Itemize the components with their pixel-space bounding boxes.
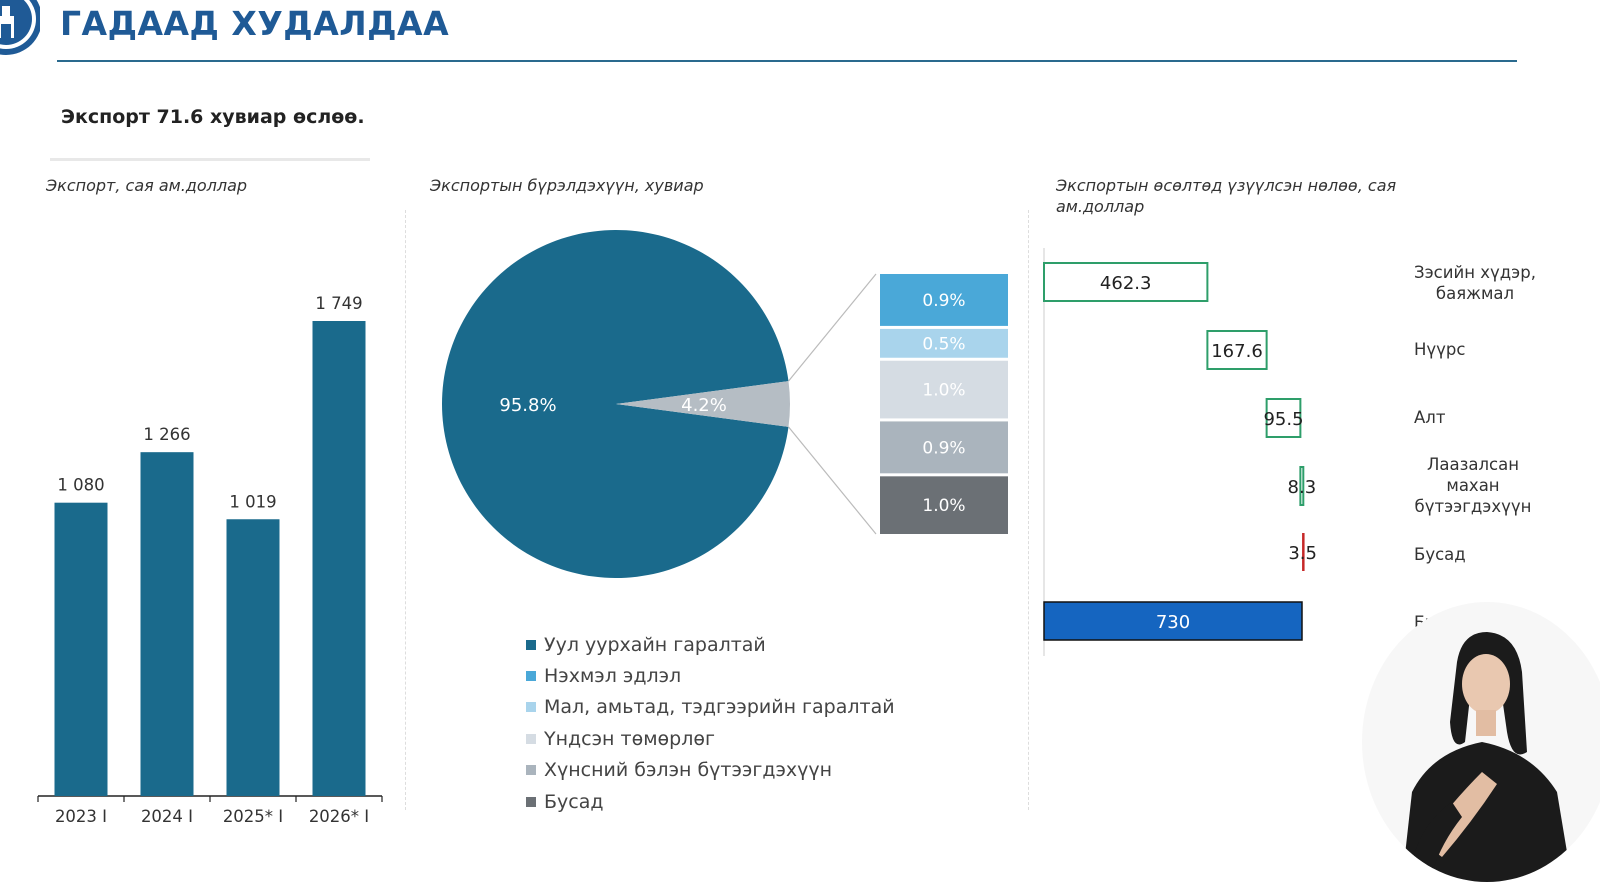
bar-value-label: 1 080 xyxy=(57,476,104,495)
legend-label: Нэхмэл эдлэл xyxy=(544,665,682,688)
legend-item: Уул уурхайн гаралтай xyxy=(526,629,895,660)
category-label-other: Бусад xyxy=(1414,545,1466,564)
bar-value-label: 1 266 xyxy=(143,425,190,444)
waterfall-step-label: 3.5 xyxy=(1288,543,1317,564)
legend-swatch xyxy=(526,639,536,650)
breakdown-segment-5 xyxy=(880,476,1008,534)
legend-swatch xyxy=(526,796,536,807)
headline: Экспорт 71.6 хувиар өслөө. xyxy=(61,106,365,128)
waterfall-total-bar xyxy=(1043,601,1303,641)
connector-line-top xyxy=(788,273,877,382)
waterfall-chart-title: Экспортын өсөлтөд үзүүлсэн нөлөө, сая ам… xyxy=(1056,176,1397,216)
bar-chart-title: Экспорт, сая ам.доллар xyxy=(46,176,248,195)
legend-swatch xyxy=(526,702,536,713)
export-composition-pie-chart: 95.8% 4.2% 0.9% 0.5% 1.0% 0.9% 1.0% xyxy=(441,229,1008,579)
bar-3 xyxy=(226,519,280,796)
waterfall-step-5 xyxy=(1302,533,1305,571)
legend-label: Бусад xyxy=(544,790,604,813)
bar-category-label: 2023 I xyxy=(55,807,107,826)
legend-swatch xyxy=(526,765,536,776)
pie-slice-other xyxy=(616,381,790,427)
bar-4 xyxy=(312,321,366,796)
export-bar-chart: 1 080 2023 I 1 266 2024 I 1 019 2025* I 1 749 2… xyxy=(37,294,383,826)
section-divider-1 xyxy=(405,210,406,810)
bar-category-label: 2026* I xyxy=(309,807,369,826)
legend-item: Бусад xyxy=(526,786,895,817)
connector-line-bottom xyxy=(788,426,877,535)
breakdown-segment-4 xyxy=(880,421,1008,474)
legend-item: Үндсэн төмөрлөг xyxy=(526,723,895,754)
bar-2 xyxy=(140,452,194,796)
legend-swatch xyxy=(526,671,536,682)
bar-category-label: 2024 I xyxy=(141,807,193,826)
legend-item: Мал, амьтад, тэдгээрийн гаралтай xyxy=(526,692,895,723)
breakdown-label: 0.9% xyxy=(922,291,965,311)
category-label-meat: Лаазалсан махан бүтээгдэхүүн xyxy=(1414,455,1532,516)
waterfall-step-1 xyxy=(1043,262,1209,302)
waterfall-step-label: 8.3 xyxy=(1288,477,1317,498)
legend-label: Хүнсний бэлэн бүтээгдэхүүн xyxy=(544,759,833,782)
category-label-copper: Зэсийн хүдэр, баяжмал xyxy=(1414,263,1536,303)
interpreter-video-overlay xyxy=(1362,602,1600,882)
bar-category-label: 2025* I xyxy=(223,807,283,826)
export-growth-waterfall-chart: 462.3 167.6 95.5 8.3 3.5 730 xyxy=(1043,248,1317,656)
legend-label: Уул уурхайн гаралтай xyxy=(544,633,766,656)
section-divider-2 xyxy=(1028,210,1029,810)
breakdown-segment-1 xyxy=(880,274,1008,326)
waterfall-step-2 xyxy=(1206,330,1268,370)
pie-chart-title: Экспортын бүрэлдэхүүн, хувиар xyxy=(430,176,704,195)
bar-value-label: 1 749 xyxy=(315,294,362,313)
legend-item: Хүнсний бэлэн бүтээгдэхүүн xyxy=(526,755,895,786)
waterfall-step-label: 462.3 xyxy=(1100,273,1152,294)
waterfall-step-4 xyxy=(1299,466,1305,506)
breakdown-label: 0.9% xyxy=(922,438,965,458)
breakdown-label: 1.0% xyxy=(922,496,965,516)
pie-label-mining: 95.8% xyxy=(499,395,556,416)
legend-swatch xyxy=(526,733,536,744)
breakdown-label: 0.5% xyxy=(922,334,965,354)
title-divider xyxy=(57,60,1517,62)
headline-divider xyxy=(50,158,370,161)
legend-item: Нэхмэл эдлэл xyxy=(526,660,895,691)
category-label-gold: Алт xyxy=(1414,408,1446,427)
category-label-coal: Нүүрс xyxy=(1414,340,1466,359)
page-title: ГАДААД ХУДАЛДАА xyxy=(60,4,450,43)
bar-1 xyxy=(54,502,108,796)
waterfall-total-label: 730 xyxy=(1156,612,1190,633)
logo-emblem xyxy=(0,0,40,55)
breakdown-label: 1.0% xyxy=(922,381,965,401)
legend-label: Мал, амьтад, тэдгээрийн гаралтай xyxy=(544,696,895,719)
legend-label: Үндсэн төмөрлөг xyxy=(544,727,715,750)
pie-label-other: 4.2% xyxy=(681,395,727,416)
breakdown-segment-2 xyxy=(880,328,1008,358)
waterfall-step-3 xyxy=(1265,398,1302,438)
waterfall-step-label: 167.6 xyxy=(1211,341,1263,362)
waterfall-step-label: 95.5 xyxy=(1263,409,1303,430)
interpreter-figure xyxy=(1362,602,1600,882)
pie-legend: Уул уурхайн гаралтай Нэхмэл эдлэл Мал, амь… xyxy=(526,629,895,817)
bar-value-label: 1 019 xyxy=(229,492,276,511)
breakdown-segment-3 xyxy=(880,360,1008,419)
pie-slice-mining xyxy=(441,229,789,579)
